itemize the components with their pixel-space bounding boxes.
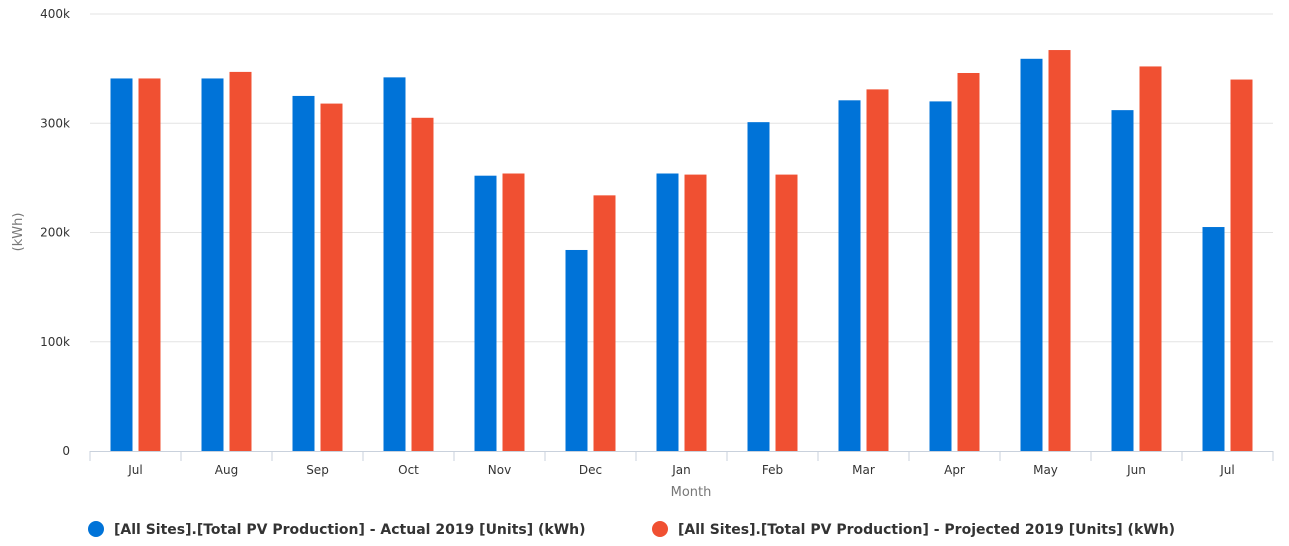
bar-actual[interactable]	[1202, 227, 1225, 451]
bar-actual[interactable]	[1020, 58, 1043, 451]
y-tick-label: 200k	[40, 226, 70, 240]
x-tick-label: Aug	[215, 463, 238, 477]
y-tick-label: 400k	[40, 7, 70, 21]
bar-actual[interactable]	[474, 175, 497, 451]
legend-item[interactable]: [All Sites].[Total PV Production] - Actu…	[88, 521, 586, 538]
x-tick-label: Oct	[398, 463, 419, 477]
bar-projected[interactable]	[684, 174, 707, 451]
gridlines	[90, 13, 1273, 343]
bar-projected[interactable]	[593, 195, 616, 451]
bar-projected[interactable]	[411, 117, 434, 451]
bars	[110, 50, 1253, 452]
x-tick-label: Jul	[1219, 463, 1234, 477]
bar-actual[interactable]	[110, 78, 133, 452]
bar-actual[interactable]	[292, 95, 315, 451]
x-tick-label: Feb	[762, 463, 783, 477]
x-tick-label: Apr	[944, 463, 965, 477]
bar-actual[interactable]	[929, 101, 952, 452]
bar-projected[interactable]	[502, 173, 525, 451]
bar-projected[interactable]	[1139, 66, 1162, 451]
bar-actual[interactable]	[565, 249, 588, 451]
bar-actual[interactable]	[656, 173, 679, 451]
x-tick-label: Jan	[671, 463, 691, 477]
y-axis-title: (kWh)	[11, 213, 26, 252]
legend-item[interactable]: [All Sites].[Total PV Production] - Proj…	[652, 521, 1175, 538]
bar-projected[interactable]	[229, 71, 252, 451]
x-tick-label: Dec	[579, 463, 602, 477]
bar-actual[interactable]	[383, 77, 406, 452]
legend-marker	[652, 521, 668, 537]
bar-actual[interactable]	[747, 122, 770, 451]
y-tick-label: 0	[62, 444, 70, 458]
bar-projected[interactable]	[320, 103, 343, 452]
y-tick-label: 300k	[40, 116, 70, 130]
legend-marker	[88, 521, 104, 537]
bar-actual[interactable]	[838, 100, 861, 452]
legend-label: [All Sites].[Total PV Production] - Proj…	[678, 522, 1175, 538]
bar-projected[interactable]	[1048, 50, 1071, 452]
y-axis-ticks: 0 100k 200k 300k 400k	[40, 7, 70, 458]
x-axis-title: Month	[671, 485, 712, 500]
bar-actual[interactable]	[201, 78, 224, 452]
x-tick-label: Jun	[1126, 463, 1146, 477]
x-tick-label: Mar	[852, 463, 875, 477]
bar-projected[interactable]	[775, 174, 798, 451]
x-tick-label: Jul	[127, 463, 142, 477]
bar-projected[interactable]	[866, 89, 889, 451]
bar-projected[interactable]	[1230, 79, 1253, 452]
x-tick-label: Nov	[488, 463, 511, 477]
bar-projected[interactable]	[957, 72, 980, 452]
x-tick-label: May	[1033, 463, 1058, 477]
x-axis: Jul Aug Sep Oct Nov Dec Jan Feb Mar Apr May Jun Jul	[89, 451, 1274, 477]
x-tick-label: Sep	[306, 463, 329, 477]
bar-actual[interactable]	[1111, 110, 1134, 451]
legend-label: [All Sites].[Total PV Production] - Actu…	[114, 522, 586, 538]
legend: [All Sites].[Total PV Production] - Actu…	[88, 521, 1175, 538]
y-tick-label: 100k	[40, 335, 70, 349]
bar-projected[interactable]	[138, 78, 161, 452]
